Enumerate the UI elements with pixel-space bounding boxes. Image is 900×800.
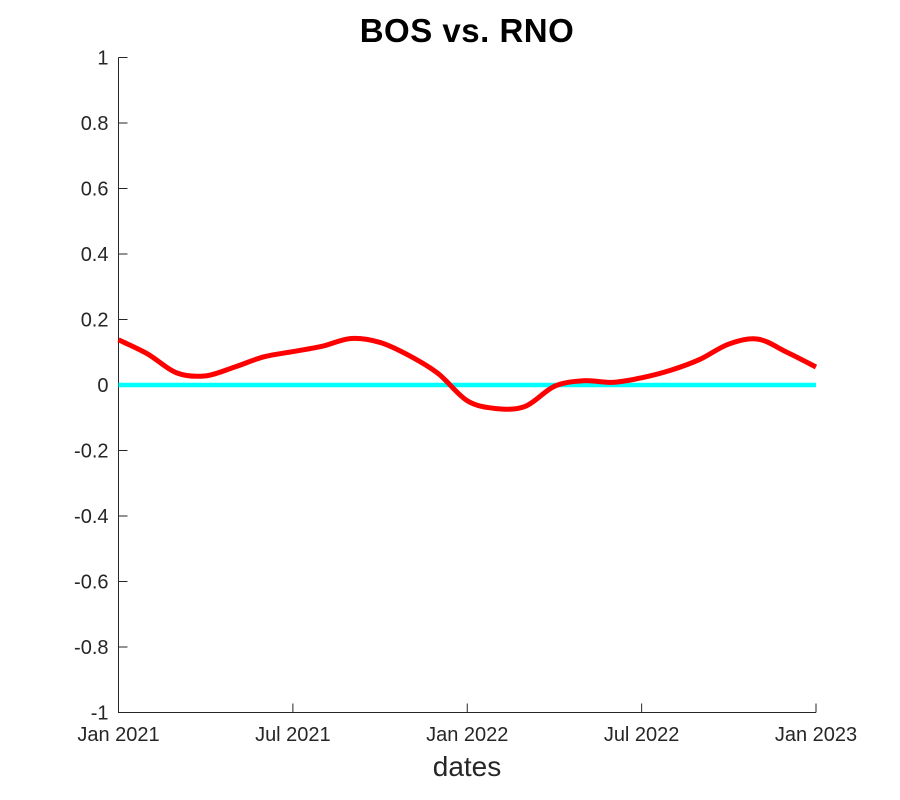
y-tick-label: -0.4: [74, 506, 108, 528]
y-tick-label: 0.6: [81, 179, 109, 201]
chart-title: BOS vs. RNO: [359, 12, 575, 49]
y-tick-label: 0: [97, 375, 108, 397]
y-tick-label: 0.8: [81, 113, 109, 135]
y-tick-label: -1: [91, 703, 109, 725]
series-path-BOS-vs-RNO-correlation: [117, 335, 818, 412]
y-tick-label: 0.2: [81, 310, 109, 332]
y-tick-label: -0.8: [74, 637, 108, 659]
y-tick-label: -0.6: [74, 572, 108, 594]
x-tick-label: Jan 2022: [426, 724, 508, 746]
x-axis-label: dates: [432, 751, 502, 782]
x-tick-label: Jul 2022: [604, 724, 680, 746]
y-tick-label: 0.4: [81, 244, 109, 266]
x-tick-label: Jul 2021: [255, 724, 331, 746]
y-tick-label: 1: [97, 48, 108, 70]
x-tick-label: Jan 2021: [77, 724, 159, 746]
x-tick-label: Jan 2023: [775, 724, 857, 746]
y-tick-label: -0.2: [74, 441, 108, 463]
